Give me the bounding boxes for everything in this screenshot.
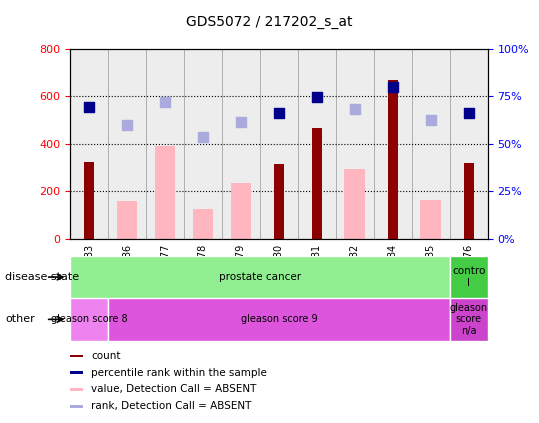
Bar [70, 371, 82, 374]
Bar [70, 298, 108, 341]
Bar [412, 49, 450, 239]
Bar [231, 183, 251, 239]
Point [85, 104, 93, 110]
Bar [420, 200, 441, 239]
Bar [450, 256, 488, 298]
Bar [192, 209, 213, 239]
Point [426, 117, 435, 124]
Text: other: other [5, 314, 35, 324]
Text: value, Detection Call = ABSENT: value, Detection Call = ABSENT [91, 385, 257, 395]
Text: GDS5072 / 217202_s_at: GDS5072 / 217202_s_at [186, 15, 353, 29]
Text: prostate cancer: prostate cancer [219, 272, 301, 282]
Point [123, 121, 132, 128]
Point [237, 119, 245, 126]
Bar [70, 388, 82, 391]
Bar [108, 298, 450, 341]
Bar [374, 49, 412, 239]
Bar [70, 49, 108, 239]
Point [199, 133, 208, 140]
Bar [70, 354, 82, 357]
Bar [450, 49, 488, 239]
Bar [260, 49, 298, 239]
Bar [222, 49, 260, 239]
Bar [116, 201, 137, 239]
Bar [464, 163, 474, 239]
Bar [108, 49, 146, 239]
Text: percentile rank within the sample: percentile rank within the sample [91, 368, 267, 378]
Point [275, 110, 284, 116]
Text: disease state: disease state [5, 272, 80, 282]
Bar [344, 169, 365, 239]
Text: gleason score 8: gleason score 8 [51, 314, 127, 324]
Point [350, 105, 359, 112]
Bar [146, 49, 184, 239]
Bar [336, 49, 374, 239]
Bar [70, 405, 82, 408]
Bar [312, 128, 322, 239]
Text: gleason score 9: gleason score 9 [240, 314, 317, 324]
Bar [298, 49, 336, 239]
Text: contro
l: contro l [452, 266, 486, 288]
Point [465, 110, 473, 116]
Bar [184, 49, 222, 239]
Point [389, 83, 397, 90]
Point [161, 99, 169, 106]
Bar [450, 298, 488, 341]
Text: gleason
score
n/a: gleason score n/a [450, 303, 488, 336]
Text: rank, Detection Call = ABSENT: rank, Detection Call = ABSENT [91, 401, 251, 411]
Point [313, 94, 321, 101]
Bar [84, 162, 94, 239]
Bar [274, 164, 284, 239]
Bar [388, 80, 398, 239]
Text: count: count [91, 351, 120, 361]
Bar [155, 146, 176, 239]
